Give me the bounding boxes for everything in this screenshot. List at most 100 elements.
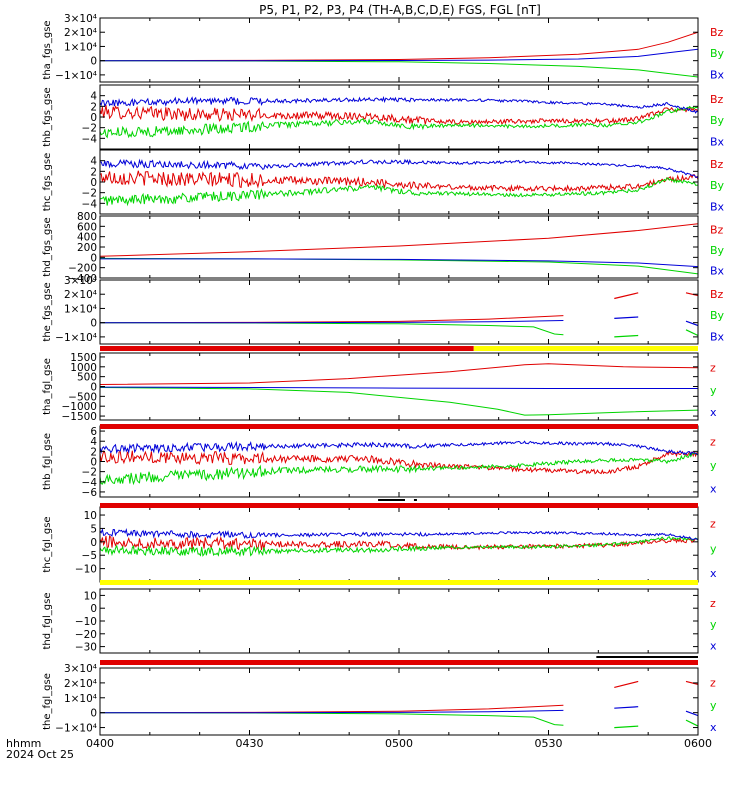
y-tick-label: −1×10⁴	[55, 70, 97, 82]
y-tick-label: 1500	[70, 352, 97, 364]
series-line-By	[100, 60, 698, 78]
status-bar-mark	[596, 656, 698, 658]
y-tick-label: 6	[90, 426, 97, 438]
series-group	[100, 31, 698, 78]
series-segment-y-1	[685, 719, 698, 727]
y-tick-label: −2	[82, 188, 97, 200]
y-axis-label: thd_fgs_gse	[42, 217, 53, 276]
series-segment-By-0	[614, 334, 639, 338]
y-tick-label: 2×10⁴	[64, 678, 97, 690]
series-group	[100, 292, 698, 338]
legend-label-By: By	[710, 179, 725, 192]
series-line-Bz	[100, 31, 698, 62]
y-tick-label: −4	[82, 133, 98, 145]
y-axis-label: thb_fgl_gse	[42, 433, 53, 490]
legend-label-x: x	[710, 639, 717, 652]
series-line-Bx	[100, 95, 698, 114]
series-line-Bz	[100, 223, 698, 257]
y-tick-label: 5	[90, 523, 97, 535]
series-group	[100, 680, 698, 729]
y-tick-label: −4	[82, 198, 98, 210]
y-tick-label: 1×10⁴	[64, 303, 97, 315]
status-bar-segment	[473, 346, 698, 351]
y-tick-label: 0	[90, 177, 97, 189]
footer-time-label: hhmm	[6, 737, 41, 750]
status-bar-segment	[100, 346, 474, 351]
series-segment-x-1	[685, 710, 698, 717]
legend-label-x: x	[710, 721, 717, 734]
x-tick-label: 0430	[236, 737, 264, 750]
panel-thb_fgs_gse: 420−2−4 thb_fgs_gse Bz By Bx	[42, 84, 725, 150]
y-tick-label: −1000	[61, 401, 97, 413]
legend-label-x: x	[710, 406, 717, 419]
series-line-Bx	[100, 158, 698, 179]
legend-label-Bx: Bx	[710, 135, 725, 148]
y-tick-label: 0	[90, 603, 97, 615]
x-axis: 0400 0430 0500 0530 0600	[86, 737, 712, 750]
legend-label-y: y	[710, 542, 717, 555]
y-tick-label: 200	[77, 242, 97, 254]
series-line-x	[100, 440, 698, 456]
y-tick-label: 500	[77, 372, 97, 384]
y-tick-label: 2×10⁴	[64, 27, 97, 39]
panel-frame	[99, 667, 699, 736]
panel-frame	[99, 215, 699, 279]
y-tick-label: 0	[90, 252, 97, 264]
panel-frame	[99, 17, 699, 83]
y-tick-label: 0	[90, 382, 97, 394]
y-tick-label: 800	[77, 211, 97, 223]
y-tick-label: −1×10⁴	[55, 332, 97, 344]
status-bar	[100, 499, 698, 508]
legend-label-By: By	[710, 47, 725, 60]
series-line-y	[100, 452, 698, 486]
panel-thd_fgl_gse: 100−10−20−30 thd_fgl_gse zyx	[42, 588, 717, 654]
series-segment-Bz-0	[614, 292, 639, 300]
panel-frame	[99, 279, 699, 345]
legend-label-Bx: Bx	[710, 265, 725, 278]
y-tick-label: −6	[82, 487, 98, 499]
status-bar	[100, 424, 698, 429]
legend-label-Bz: Bz	[710, 224, 724, 237]
panel-frame	[99, 84, 699, 150]
y-axis-label: thc_fgl_gse	[42, 516, 53, 572]
legend-label-Bz: Bz	[710, 93, 724, 106]
chart-title: P5, P1, P2, P3, P4 (TH-A,B,C,D,E) FGS, F…	[259, 3, 541, 17]
legend-label-y: y	[710, 618, 717, 631]
y-tick-label: 2	[90, 101, 97, 113]
series-line-By	[100, 322, 564, 336]
series-group	[100, 527, 698, 558]
series-line-y	[100, 536, 698, 558]
series-group	[100, 223, 698, 275]
legend-label-y: y	[710, 699, 717, 712]
y-tick-label: −2	[82, 123, 97, 135]
series-segment-Bz-1	[685, 292, 698, 297]
status-bar	[100, 346, 698, 351]
y-axis-label: the_fgs_gse	[42, 282, 53, 341]
legend-label-By: By	[710, 244, 725, 257]
y-tick-label: −1×10⁴	[55, 723, 97, 735]
y-tick-label: −10	[75, 616, 97, 628]
series-segment-x-0	[614, 706, 639, 709]
y-tick-label: −5	[82, 550, 97, 562]
y-tick-label: 2	[90, 446, 97, 458]
y-tick-label: 0	[90, 708, 97, 720]
y-tick-label: 0	[90, 56, 97, 68]
legend-label-Bx: Bx	[710, 330, 725, 343]
panel-thc_fgs_gse: 420−2−4 thc_fgs_gse Bz By Bx	[42, 149, 725, 215]
series-line-Bx	[100, 258, 698, 268]
legend-label-Bx: Bx	[710, 68, 725, 81]
y-tick-label: −1500	[61, 411, 97, 423]
legend-label-z: z	[710, 518, 716, 531]
footer-date-label: 2024 Oct 25	[6, 748, 74, 761]
y-tick-label: 2	[90, 166, 97, 178]
series-line-y	[100, 712, 564, 726]
series-line-z	[100, 535, 698, 551]
series-line-Bz	[100, 105, 698, 125]
y-axis-label: the_fgl_gse	[42, 673, 53, 730]
